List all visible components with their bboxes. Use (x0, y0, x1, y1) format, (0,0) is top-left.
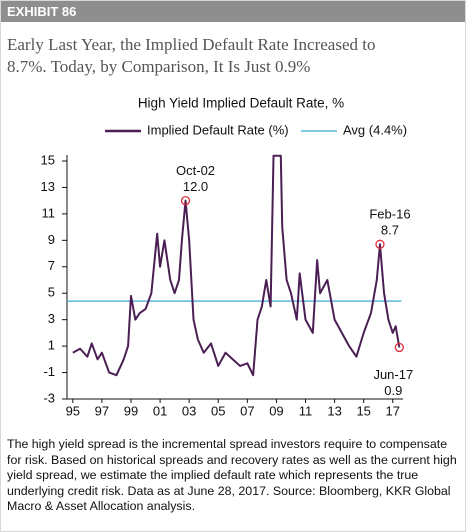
annotation-marker (394, 342, 404, 353)
data-line (72, 154, 401, 377)
x-tick-label: 09 (269, 403, 283, 418)
annotation-label: Feb-16 (369, 207, 410, 222)
x-tick-label: 11 (299, 403, 313, 418)
y-tick-label: 15 (41, 152, 55, 167)
y-tick-label: 5 (48, 285, 55, 300)
y-tick-label: 7 (48, 258, 55, 273)
x-tick-label: 97 (95, 403, 109, 418)
annotation-value: 8.7 (381, 223, 399, 238)
x-tick-label: 07 (240, 403, 254, 418)
y-tick-label: 11 (42, 205, 56, 220)
y-tick-label: 1 (48, 338, 55, 353)
headline-line: 8.7%. Today, by Comparison, It Is Just 0… (7, 57, 311, 76)
annotation-value: 0.9 (384, 383, 402, 398)
x-tick-label: 15 (356, 403, 370, 418)
y-tick-label: 3 (48, 311, 55, 326)
exhibit-bar: EXHIBIT 86 (1, 1, 465, 22)
annotation-label: Jun-17 (373, 367, 413, 382)
legend-label: Avg (4.4%) (343, 122, 407, 137)
y-tick-label: -1 (43, 364, 55, 379)
x-tick-label: 13 (327, 403, 341, 418)
x-tick-label: 03 (182, 403, 196, 418)
headline-line: Early Last Year, the Implied Default Rat… (7, 35, 376, 54)
y-tick-label: -3 (43, 390, 55, 405)
x-tick-label: 17 (386, 403, 400, 418)
annotation-marker (180, 196, 191, 206)
y-tick-label: 9 (48, 232, 55, 247)
x-tick-label: 01 (153, 403, 167, 418)
x-tick-label: 05 (211, 403, 225, 418)
footnote: The high yield spread is the incremental… (7, 437, 457, 513)
annotation-value: 12.0 (183, 179, 208, 194)
headline: Early Last Year, the Implied Default Rat… (7, 34, 462, 78)
x-tick-label: 95 (66, 403, 80, 418)
x-tick-label: 99 (124, 403, 138, 418)
legend-label: Implied Default Rate (%) (147, 122, 289, 137)
y-tick-label: 13 (41, 179, 55, 194)
chart: High Yield Implied Default Rate, % -3 -1 1… (41, 96, 414, 419)
chart-title: High Yield Implied Default Rate, % (138, 96, 344, 111)
annotation-label: Oct-02 (176, 163, 215, 178)
annotation-marker (375, 239, 385, 249)
exhibit-label: EXHIBIT 86 (7, 4, 77, 19)
